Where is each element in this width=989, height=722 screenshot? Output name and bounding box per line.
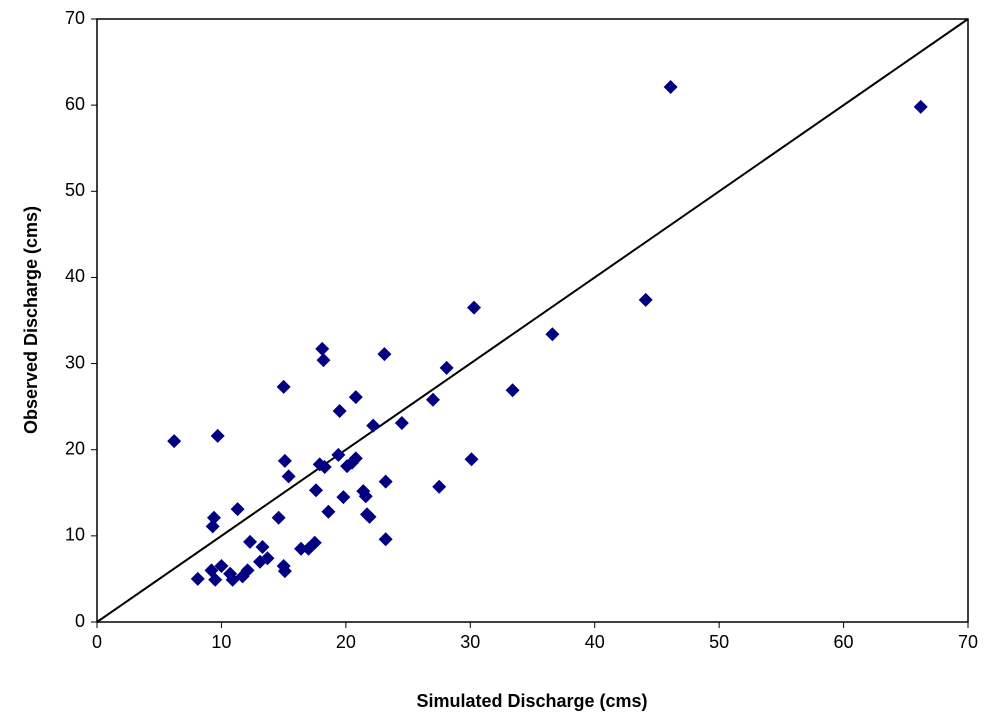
data-point xyxy=(243,534,258,549)
x-tick-label: 30 xyxy=(460,632,480,652)
data-point xyxy=(545,327,560,342)
y-tick-label: 70 xyxy=(65,8,85,28)
data-point xyxy=(277,564,292,579)
data-point xyxy=(208,572,223,587)
data-point xyxy=(321,504,336,519)
x-tick-label: 10 xyxy=(211,632,231,652)
data-point xyxy=(230,502,245,517)
data-point xyxy=(394,416,409,431)
data-point xyxy=(277,453,292,468)
data-point xyxy=(271,510,286,525)
data-point xyxy=(425,392,440,407)
data-point xyxy=(505,383,520,398)
data-point xyxy=(464,452,479,467)
data-point xyxy=(307,535,322,550)
y-tick-label: 20 xyxy=(65,438,85,458)
data-point xyxy=(281,469,296,484)
data-point xyxy=(331,447,346,462)
y-axis-title: Observed Discharge (cms) xyxy=(21,206,41,434)
data-point xyxy=(210,428,225,443)
data-point xyxy=(366,418,381,433)
data-point xyxy=(332,403,347,418)
data-point xyxy=(336,490,351,505)
y-tick-label: 40 xyxy=(65,266,85,286)
data-point xyxy=(348,451,363,466)
data-point xyxy=(432,479,447,494)
data-point xyxy=(205,519,220,534)
data-point xyxy=(308,483,323,498)
data-point xyxy=(316,353,331,368)
data-point xyxy=(358,489,373,504)
x-tick-label: 70 xyxy=(958,632,978,652)
data-point xyxy=(362,509,377,524)
data-point xyxy=(315,341,330,356)
data-point xyxy=(294,541,309,556)
x-tick-label: 0 xyxy=(92,632,102,652)
data-point xyxy=(214,559,229,574)
y-tick-label: 0 xyxy=(75,611,85,631)
data-point xyxy=(439,360,454,375)
data-point xyxy=(190,571,205,586)
x-tick-label: 20 xyxy=(336,632,356,652)
data-point xyxy=(913,99,928,114)
y-tick-label: 60 xyxy=(65,94,85,114)
data-point xyxy=(206,510,221,525)
data-point xyxy=(276,379,291,394)
data-point xyxy=(348,390,363,405)
data-point xyxy=(663,80,678,95)
x-tick-label: 60 xyxy=(834,632,854,652)
y-tick-label: 30 xyxy=(65,352,85,372)
data-point xyxy=(378,474,393,489)
y-tick-label: 50 xyxy=(65,180,85,200)
data-point xyxy=(167,434,182,449)
data-point xyxy=(467,300,482,315)
data-point xyxy=(240,563,255,578)
data-point xyxy=(255,540,270,555)
data-point xyxy=(638,292,653,307)
data-point xyxy=(317,459,332,474)
one-to-one-line xyxy=(96,18,969,623)
data-point xyxy=(260,551,275,566)
data-point xyxy=(378,532,393,547)
x-axis-title: Simulated Discharge (cms) xyxy=(416,691,647,711)
data-point xyxy=(377,347,392,362)
y-tick-label: 10 xyxy=(65,525,85,545)
x-tick-label: 40 xyxy=(585,632,605,652)
x-tick-label: 50 xyxy=(709,632,729,652)
